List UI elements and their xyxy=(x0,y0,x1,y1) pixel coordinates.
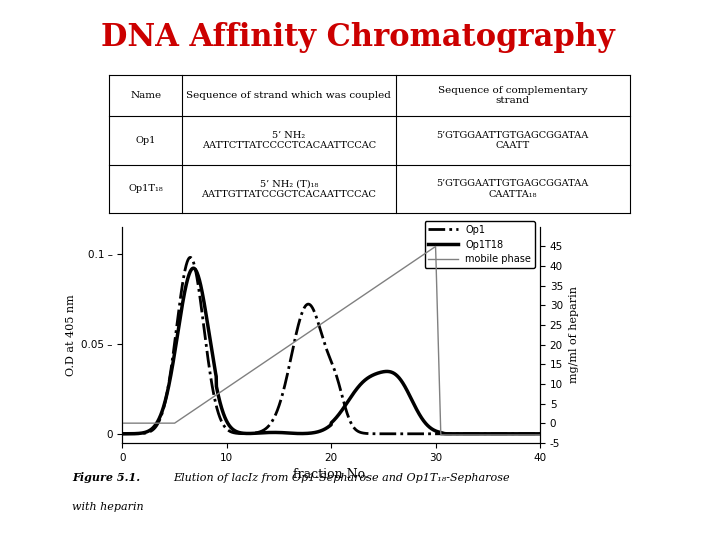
Y-axis label: mg/ml of heparin: mg/ml of heparin xyxy=(569,286,579,383)
Text: 5’ NH₂ (T)₁₈
AATTGTTATCCGCTCACAATTCCAC: 5’ NH₂ (T)₁₈ AATTGTTATCCGCTCACAATTCCAC xyxy=(202,179,377,199)
Text: 5’GTGGAATTGTGAGCGGATAA
CAATT: 5’GTGGAATTGTGAGCGGATAA CAATT xyxy=(436,131,589,150)
Text: Name: Name xyxy=(130,91,161,100)
Legend: Op1, Op1T18, mobile phase: Op1, Op1T18, mobile phase xyxy=(425,221,535,268)
Text: Op1: Op1 xyxy=(135,136,156,145)
Text: with heparin: with heparin xyxy=(72,502,143,512)
Text: 5’ NH₂
AATTCTTATCCCCTCACAATTCCAC: 5’ NH₂ AATTCTTATCCCCTCACAATTCCAC xyxy=(202,131,376,150)
Text: 5’GTGGAATTGTGAGCGGATAA
CAATTA₁₈: 5’GTGGAATTGTGAGCGGATAA CAATTA₁₈ xyxy=(436,179,589,199)
Y-axis label: O.D at 405 nm: O.D at 405 nm xyxy=(66,294,76,376)
Text: Figure 5.1.: Figure 5.1. xyxy=(72,471,140,483)
Text: DNA Affinity Chromatography: DNA Affinity Chromatography xyxy=(101,22,615,53)
X-axis label: fraction No.: fraction No. xyxy=(293,468,369,481)
Text: Sequence of complementary
strand: Sequence of complementary strand xyxy=(438,86,588,105)
Text: Elution of lacIz from Op1-Sepharose and Op1T₁₈-Sepharose: Elution of lacIz from Op1-Sepharose and … xyxy=(173,472,510,483)
Text: Sequence of strand which was coupled: Sequence of strand which was coupled xyxy=(186,91,392,100)
Text: Op1T₁₈: Op1T₁₈ xyxy=(128,184,163,193)
